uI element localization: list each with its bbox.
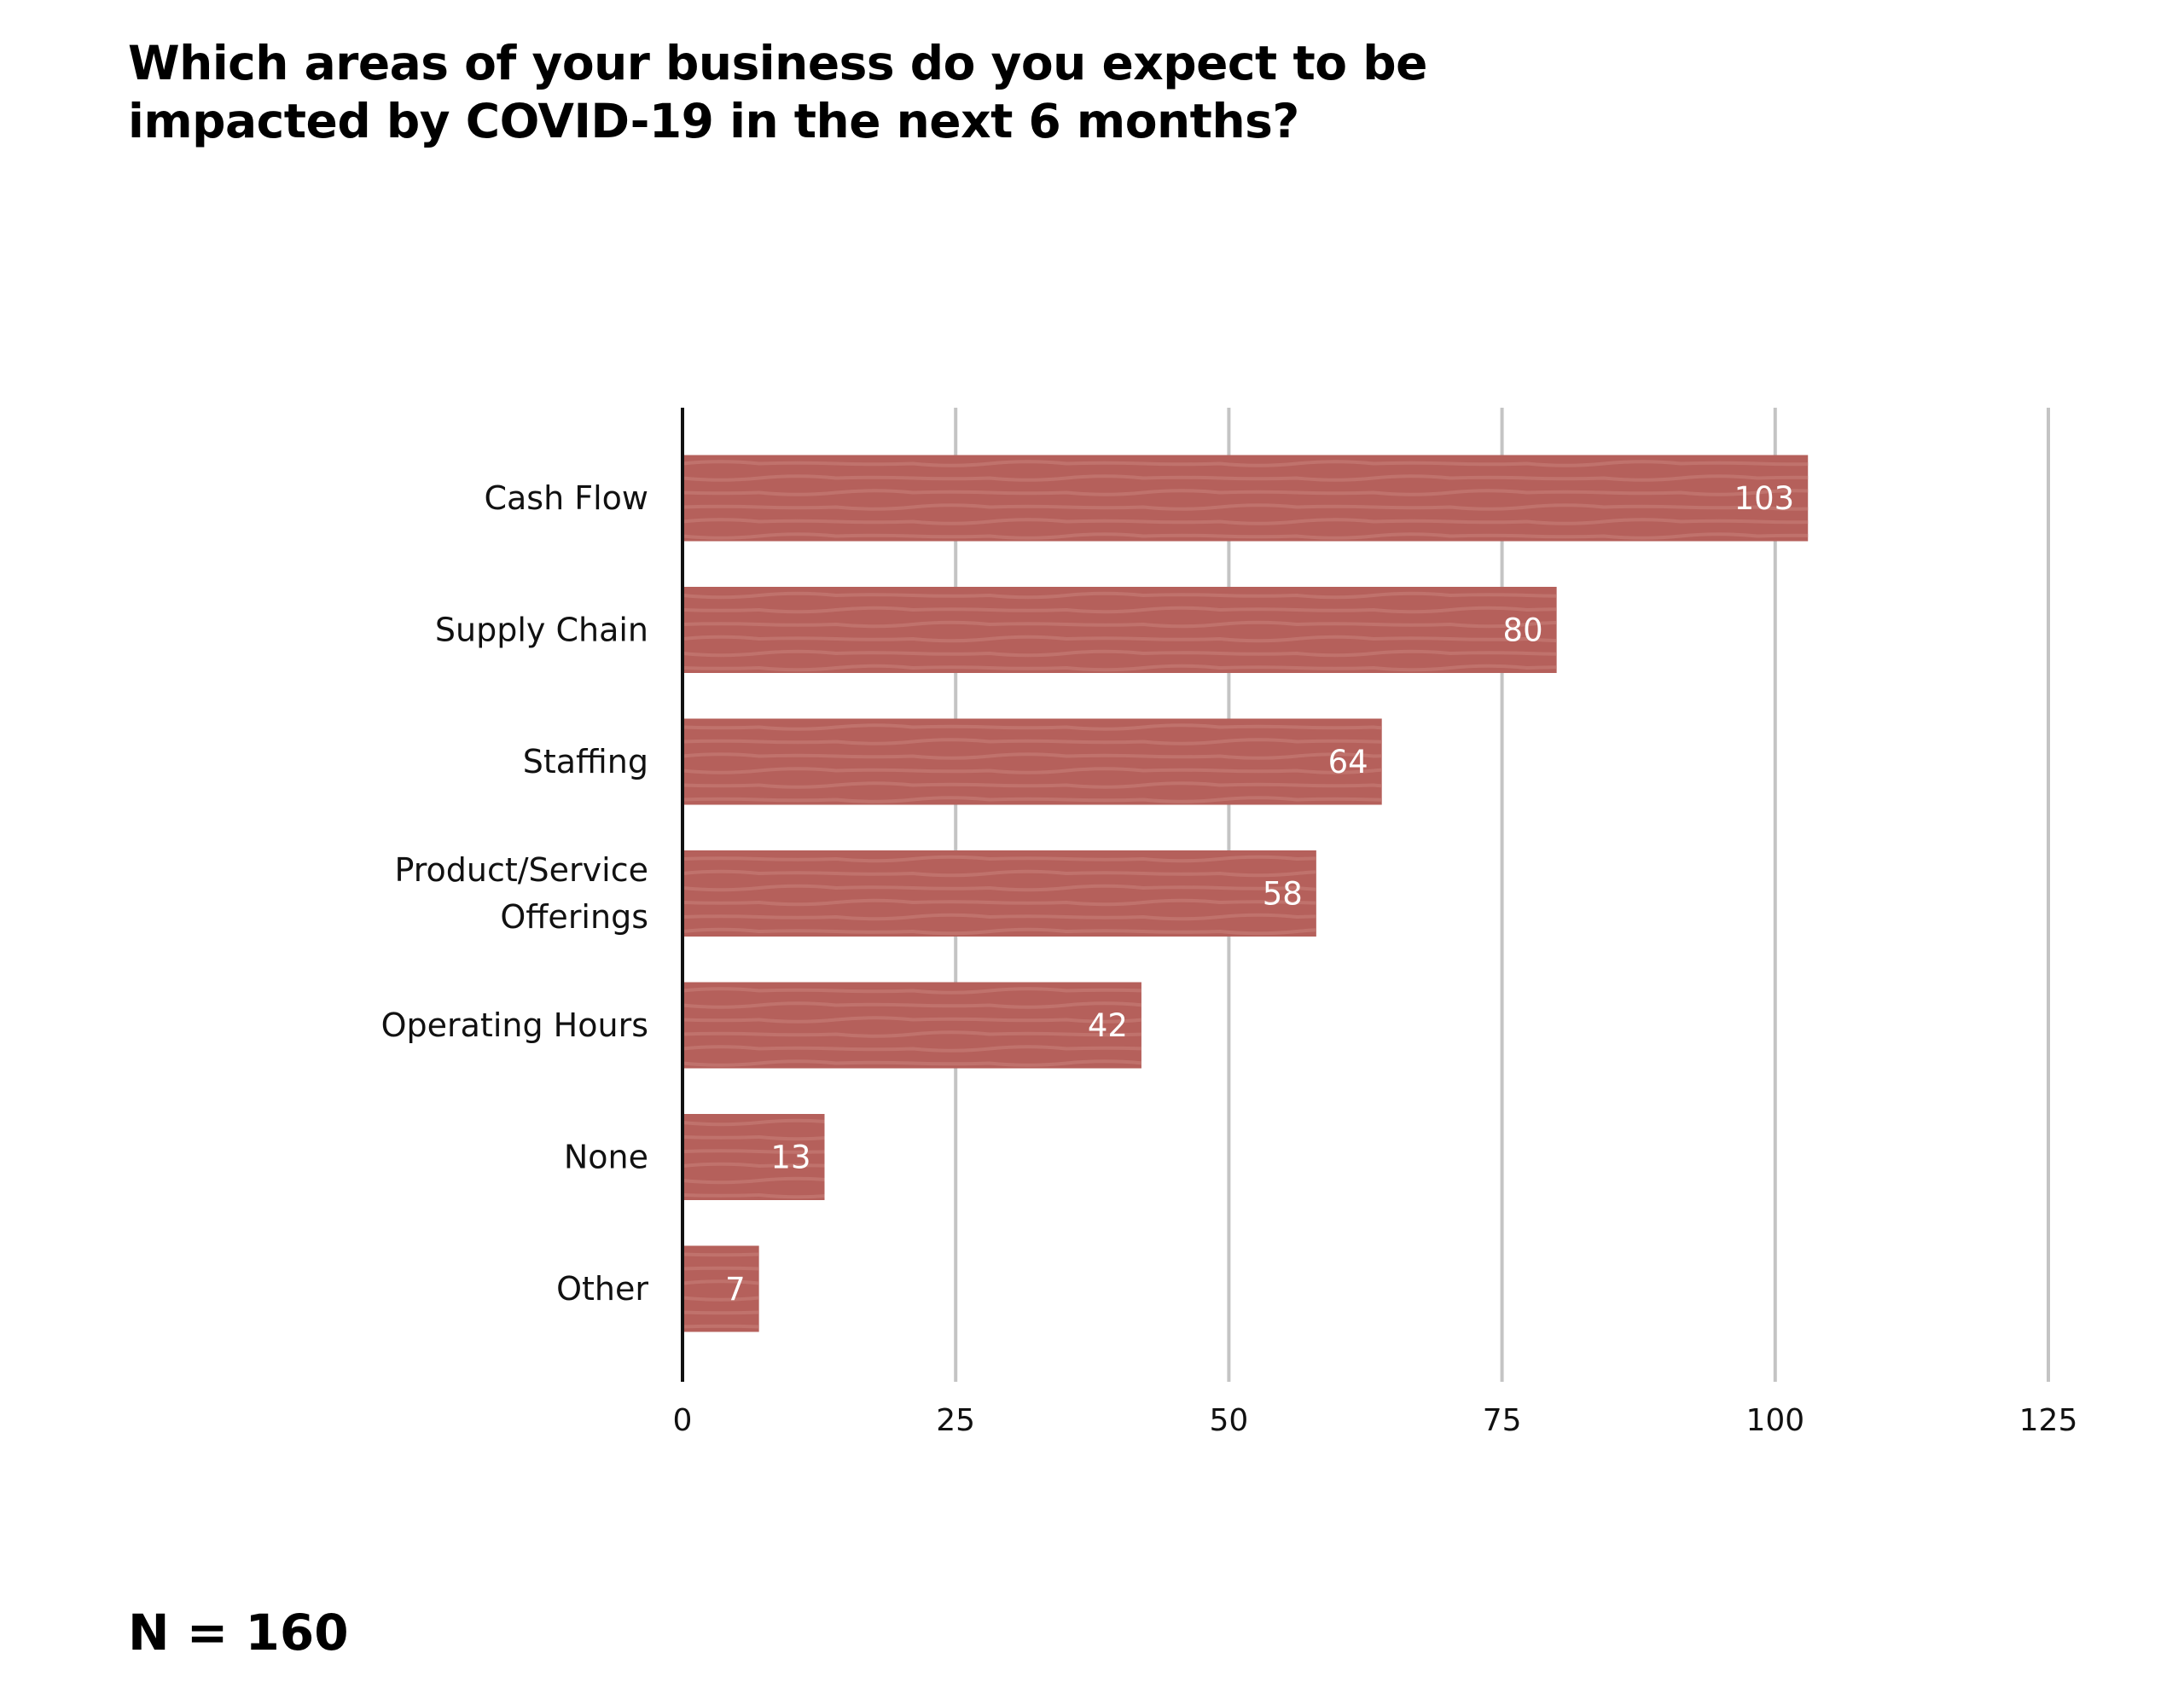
category-label: Staffing bbox=[523, 743, 648, 780]
x-tick-label: 0 bbox=[673, 1403, 693, 1438]
bar-texture bbox=[682, 1252, 759, 1329]
bar bbox=[682, 587, 1557, 673]
chart-title-line: impacted by COVID-19 in the next 6 month… bbox=[128, 94, 1299, 148]
bar bbox=[682, 718, 1382, 805]
bar-texture bbox=[682, 987, 1141, 1067]
bar bbox=[682, 982, 1141, 1069]
category-label: Supply Chain bbox=[435, 612, 648, 649]
bar bbox=[682, 455, 1809, 542]
bar bbox=[682, 850, 1316, 937]
bar-texture bbox=[682, 591, 1557, 672]
category-label: Other bbox=[556, 1270, 648, 1308]
x-tick-label: 125 bbox=[2019, 1403, 2078, 1438]
category-label: Offerings bbox=[500, 898, 648, 936]
sample-size-note: N = 160 bbox=[128, 1604, 349, 1662]
bar-value-label: 58 bbox=[1263, 876, 1303, 913]
chart-title: Which areas of your business do you expe… bbox=[128, 34, 1493, 150]
bar bbox=[682, 1114, 825, 1200]
bar-value-label: 80 bbox=[1503, 612, 1543, 649]
x-tick-label: 75 bbox=[1483, 1403, 1522, 1438]
bars bbox=[682, 455, 1809, 1332]
bar-value-label: 13 bbox=[770, 1140, 810, 1176]
x-tick-label: 100 bbox=[1745, 1403, 1804, 1438]
bar bbox=[682, 1245, 759, 1332]
bar-value-label: 7 bbox=[725, 1271, 746, 1308]
x-tick-label: 25 bbox=[936, 1403, 975, 1438]
category-label: Product/Service bbox=[394, 851, 648, 889]
x-tick-label: 50 bbox=[1209, 1403, 1248, 1438]
category-label: Operating Hours bbox=[381, 1006, 648, 1044]
bar-texture bbox=[682, 1118, 825, 1199]
bar-value-label: 64 bbox=[1328, 744, 1368, 780]
bar-texture bbox=[682, 855, 1316, 936]
category-label: Cash Flow bbox=[484, 479, 648, 517]
bar-texture bbox=[682, 723, 1382, 803]
category-label: None bbox=[564, 1139, 648, 1176]
bar-value-label: 103 bbox=[1734, 480, 1795, 517]
bar-texture bbox=[682, 460, 1809, 540]
chart-title-line: Which areas of your business do you expe… bbox=[128, 36, 1427, 90]
labels: 0 25 50 75 100 125 103 Cash Flow 80 Supply Chain 6… bbox=[381, 479, 2078, 1438]
bar-value-label: 42 bbox=[1088, 1007, 1128, 1044]
